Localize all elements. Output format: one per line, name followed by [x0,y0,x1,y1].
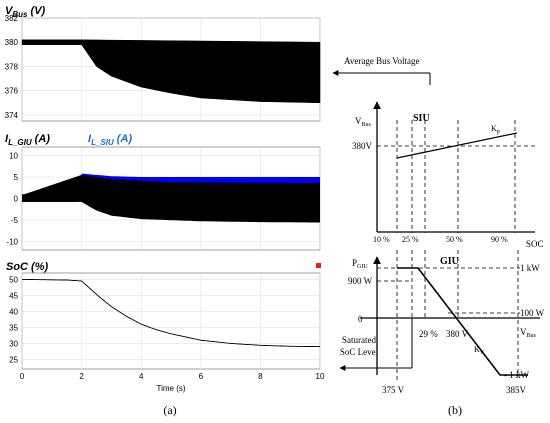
current-ytick-label: 10 [9,152,18,161]
vbus-ytick-label: 376 [5,87,19,96]
soc-ytick-label: 45 [9,291,18,300]
siu-label: SIU [413,113,430,124]
current-ytick-label: 5 [14,173,19,182]
vbus-ytick-label: 382 [5,14,19,23]
vbus-ytick-label: 380 [5,38,19,47]
soc-ytick-label: 25 [9,355,18,364]
soc-plot-frame [21,272,321,370]
siu-droop-line [396,132,518,159]
siu-vbus-axis-label: VBus [355,116,372,128]
v375-label: 375 V [382,385,405,395]
il-giu-title: IL_GIU (A) [5,133,50,147]
soc-xlabel: Time (s) [156,384,185,393]
current-ytick-label: -10 [6,237,18,246]
il-giu-trace [22,174,320,223]
v385-label: 385V [506,385,527,395]
zero-label: 0 [358,314,363,324]
current-y-ticks: -10 -5 0 5 10 [6,152,18,247]
giu-droop-line [397,267,528,376]
v380b-label: 380 V [446,329,469,339]
soc-xtick-label: 2 [79,372,84,381]
vbus-plot: VBus (V) 374 376 378 380 382 [5,5,321,122]
pgiu-label: PGIU [352,258,368,270]
current-ytick-label: -5 [11,216,19,225]
soc-axis-label: SOC [526,239,544,249]
vbus-y-ticks: 374 376 378 380 382 [5,14,19,120]
kp-label: Kp [491,124,500,135]
right-100w-label: 100 W [520,308,545,318]
marker-square [316,263,321,268]
right-1kw-label: 1 kW [520,263,540,273]
soc-ytick-label: 50 [9,275,18,284]
saturated-label-1: Saturated [342,335,376,345]
soc-xtick-label: 0 [20,372,25,381]
right-neg1kw-label: - 1 kW [504,370,529,380]
droop-diagram: Average Bus Voltage VBus SIU 380V Kp 10 … [332,56,545,395]
soc-title: SoC (%) [6,261,49,273]
panel-b-label: (b) [448,403,462,417]
soc-xtick-label: 8 [258,372,263,381]
p900-label: 900 W [348,276,373,286]
soc-trace [22,278,320,348]
soc-plot: SoC (%) 25 30 35 40 45 50 0 2 4 6 8 10 Time (s) [6,261,325,393]
soc-xtick-label: 6 [199,372,204,381]
pct29-label: 29 % [419,329,438,339]
soc-axis-ticks: 25 30 35 40 45 50 0 2 4 6 8 10 [9,275,325,381]
vbus2-label: VBus [520,327,537,339]
saturated-label-2: SoC Level [340,347,379,357]
soc-tick-90: 90 % [491,235,508,244]
soc-ytick-label: 40 [9,307,18,316]
panel-a-label: (a) [163,403,176,417]
current-plot: IL_GIU (A) IL_SIU (A) -10 -5 0 5 10 [5,133,321,251]
soc-tick-25: 25 % [402,235,419,244]
vbus-trace [21,39,321,104]
current-ytick-label: 0 [14,195,19,204]
soc-xtick-label: 4 [139,372,144,381]
avg-bus-label: Average Bus Voltage [344,56,420,66]
vbus-ytick-label: 374 [5,111,19,120]
giu-label: GIU [440,256,459,267]
soc-ytick-label: 35 [9,323,18,332]
siu-380v-label: 380V [352,141,373,151]
soc-ytick-label: 30 [9,339,18,348]
il-siu-title: IL_SIU (A) [88,133,132,147]
soc-grid [21,273,321,369]
kv-label: KV [474,345,485,356]
soc-tick-10: 10 % [373,235,390,244]
soc-xtick-label: 10 [316,372,325,381]
vbus-ytick-label: 378 [5,62,19,71]
vbus-title: VBus (V) [5,5,46,19]
soc-tick-50: 50 % [446,235,463,244]
